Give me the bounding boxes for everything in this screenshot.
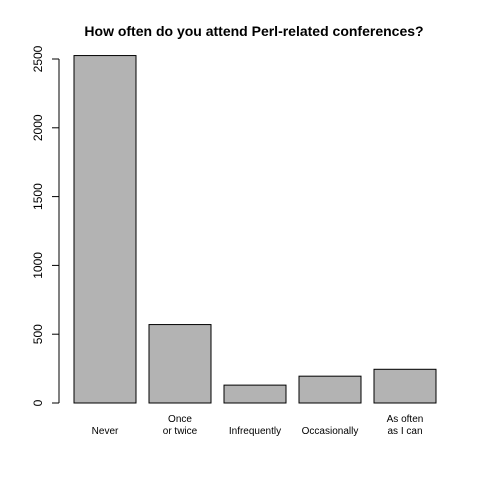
bars-group xyxy=(74,56,436,403)
chart-title: How often do you attend Perl-related con… xyxy=(84,23,423,39)
x-tick-label-1-0: Once xyxy=(168,414,192,425)
y-axis: 0 500 1000 1500 2000 2500 xyxy=(31,45,59,406)
bar-1 xyxy=(149,325,211,403)
x-tick-label-4-1: as I can xyxy=(387,426,422,437)
y-tick-label-0: 0 xyxy=(31,399,45,406)
x-tick-label-2-0: Infrequently xyxy=(229,426,281,437)
bar-4 xyxy=(374,369,436,403)
x-tick-label-3-0: Occasionally xyxy=(302,426,359,437)
x-tick-label-1-1: or twice xyxy=(163,426,198,437)
bar-2 xyxy=(224,385,286,403)
x-tick-label-0-0: Never xyxy=(92,426,119,437)
y-tick-label-2: 1000 xyxy=(31,252,45,279)
bar-3 xyxy=(299,376,361,403)
y-tick-label-1: 500 xyxy=(31,324,45,344)
x-tick-label-4-0: As often xyxy=(387,414,424,425)
y-tick-label-4: 2000 xyxy=(31,114,45,141)
bar-0 xyxy=(74,56,136,403)
y-tick-label-3: 1500 xyxy=(31,183,45,210)
y-tick-label-5: 2500 xyxy=(31,45,45,72)
